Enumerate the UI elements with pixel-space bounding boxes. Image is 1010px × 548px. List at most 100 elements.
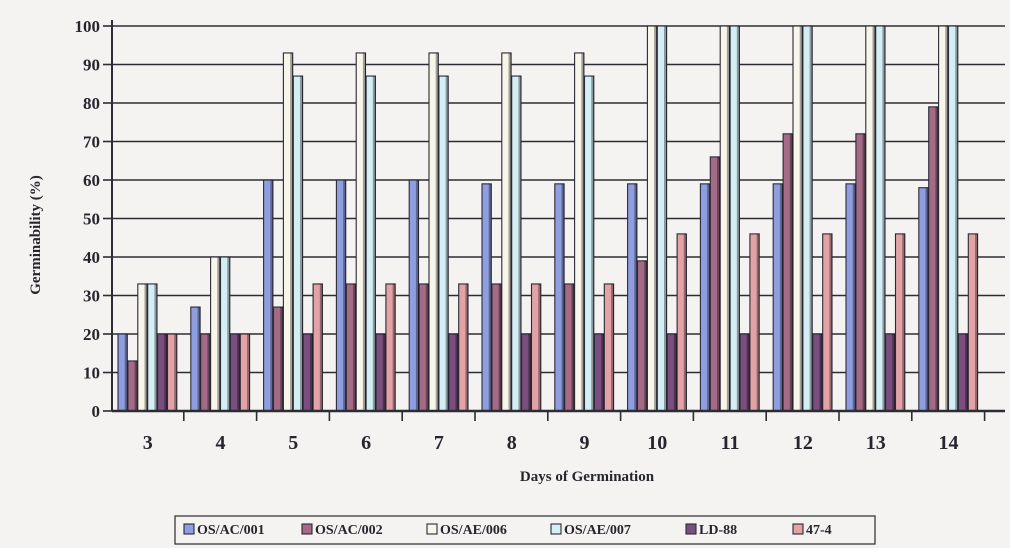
legend-swatch [685, 523, 697, 535]
y-tick-label: 90 [83, 56, 100, 75]
bar-OS/AE/006-day-9 [574, 52, 585, 412]
bar-OS/AC/001-day-10 [627, 183, 638, 412]
bar-OS/AE/006-day-6 [355, 52, 367, 412]
bar-OS/AC/001-day-11 [699, 183, 711, 412]
bar-OS/AC/002-day-14 [928, 106, 939, 412]
bar-OS/AC/001-day-14 [918, 187, 929, 412]
bar-OS/AC/001-day-8 [481, 183, 492, 412]
bar-OS/AC/001-day-7 [408, 179, 420, 412]
bar-LD-88-day-6 [375, 333, 386, 412]
bar-LD-88-day-13 [885, 333, 896, 412]
x-tick-label: 12 [793, 432, 813, 454]
bar-47-4-day-9 [603, 283, 615, 412]
legend-swatch [183, 523, 195, 535]
y-tick-label: 60 [83, 171, 100, 190]
y-tick-label: 100 [75, 17, 101, 36]
legend-item-OS/AE/007: OS/AE/007 [550, 523, 631, 538]
bar-OS/AC/002-day-5 [272, 306, 284, 412]
bar-OS/AE/007-day-11 [729, 25, 740, 412]
bar-47-4-day-11 [749, 233, 760, 412]
bar-OS/AC/002-day-7 [418, 283, 429, 412]
bar-OS/AE/006-day-3 [137, 283, 148, 412]
bar-47-4-day-13 [894, 233, 906, 412]
y-tick-label: 50 [83, 210, 100, 229]
bar-47-4-day-10 [676, 233, 687, 412]
bar-OS/AE/007-day-10 [656, 25, 668, 412]
x-tick-label: 6 [361, 432, 371, 454]
x-tick-label: 8 [507, 432, 517, 454]
bar-LD-88-day-3 [157, 333, 168, 412]
legend: OS/AC/001 OS/AC/002 OS/AE/006 OS/AE/007 LD-8… [174, 515, 876, 545]
legend-label: LD-88 [699, 523, 737, 538]
axes [111, 20, 1005, 413]
legend-label: OS/AC/002 [315, 523, 383, 538]
legend-label: OS/AE/007 [564, 523, 631, 538]
bar-LD-88-day-5 [302, 333, 314, 412]
x-tick-label: 5 [288, 432, 298, 454]
bar-OS/AC/002-day-4 [200, 333, 211, 412]
bar-OS/AC/001-day-4 [190, 306, 201, 412]
bar-OS/AC/001-day-13 [845, 183, 856, 412]
bar-LD-88-day-9 [593, 333, 605, 412]
y-tick-labels: 0 10 20 30 40 50 60 70 80 90 100 [75, 17, 101, 421]
bar-OS/AE/006-day-5 [282, 52, 294, 412]
x-tick-label: 7 [434, 432, 444, 454]
x-tick-labels: 3 4 5 6 7 8 9 10 11 12 13 14 [143, 411, 986, 454]
x-tick-label: 3 [143, 432, 153, 454]
bar-OS/AE/007-day-4 [219, 256, 231, 412]
bar-OS/AC/002-day-12 [782, 133, 793, 412]
legend-swatch [301, 523, 313, 535]
bar-OS/AC/001-day-3 [117, 333, 128, 412]
bar-LD-88-day-4 [229, 333, 241, 412]
bar-LD-88-day-11 [739, 333, 750, 412]
y-tick-label: 20 [83, 325, 100, 344]
legend-swatch [550, 523, 562, 535]
legend-box [174, 515, 876, 545]
bar-OS/AE/007-day-13 [875, 25, 886, 412]
bar-OS/AE/007-day-5 [292, 75, 304, 412]
bar-OS/AC/002-day-3 [127, 360, 138, 412]
bar-OS/AE/006-day-7 [428, 52, 439, 412]
y-tick-label: 0 [92, 402, 101, 421]
legend-item-LD-88: LD-88 [685, 523, 737, 538]
y-tick-label: 40 [83, 248, 100, 267]
bar-LD-88-day-8 [521, 333, 532, 412]
bar-47-4-day-6 [385, 283, 396, 412]
y-tick-label: 70 [83, 133, 100, 152]
bars [117, 25, 979, 412]
bar-OS/AE/007-day-14 [947, 25, 959, 412]
bar-47-4-day-7 [458, 283, 469, 412]
bar-OS/AE/007-day-3 [147, 283, 158, 412]
bar-OS/AE/007-day-9 [583, 75, 595, 412]
bar-OS/AC/002-day-9 [564, 283, 575, 412]
y-axis-title: Germinability (%) [28, 175, 44, 295]
bar-OS/AE/007-day-6 [365, 75, 376, 412]
bar-OS/AC/002-day-11 [709, 156, 721, 412]
x-tick-label: 10 [647, 432, 667, 454]
bar-OS/AE/007-day-7 [438, 75, 449, 412]
legend-label: OS/AE/006 [440, 523, 507, 538]
bar-OS/AC/002-day-13 [855, 133, 866, 412]
x-tick-label: 14 [939, 432, 959, 454]
bar-OS/AE/006-day-8 [501, 52, 512, 412]
legend-item-OS/AC/001: OS/AC/001 [183, 523, 265, 538]
x-tick-label: 4 [216, 432, 226, 454]
x-tick-label: 9 [580, 432, 590, 454]
x-tick-label: 13 [866, 432, 886, 454]
bar-OS/AE/006-day-10 [646, 25, 658, 412]
bar-OS/AE/007-day-12 [802, 25, 813, 412]
bar-LD-88-day-10 [666, 333, 678, 412]
y-tick-label: 30 [83, 287, 100, 306]
bar-OS/AE/006-day-4 [210, 256, 221, 412]
legend-swatch [792, 523, 804, 535]
bar-47-4-day-3 [166, 333, 178, 412]
legend-item-47-4: 47-4 [792, 523, 832, 538]
x-tick-label: 11 [721, 432, 740, 454]
bar-OS/AE/006-day-13 [865, 25, 876, 412]
bar-47-4-day-14 [967, 233, 979, 412]
bar-OS/AC/002-day-8 [491, 283, 502, 412]
bar-OS/AC/002-day-6 [345, 283, 357, 412]
bar-LD-88-day-12 [812, 333, 823, 412]
bar-OS/AE/006-day-11 [719, 25, 731, 412]
